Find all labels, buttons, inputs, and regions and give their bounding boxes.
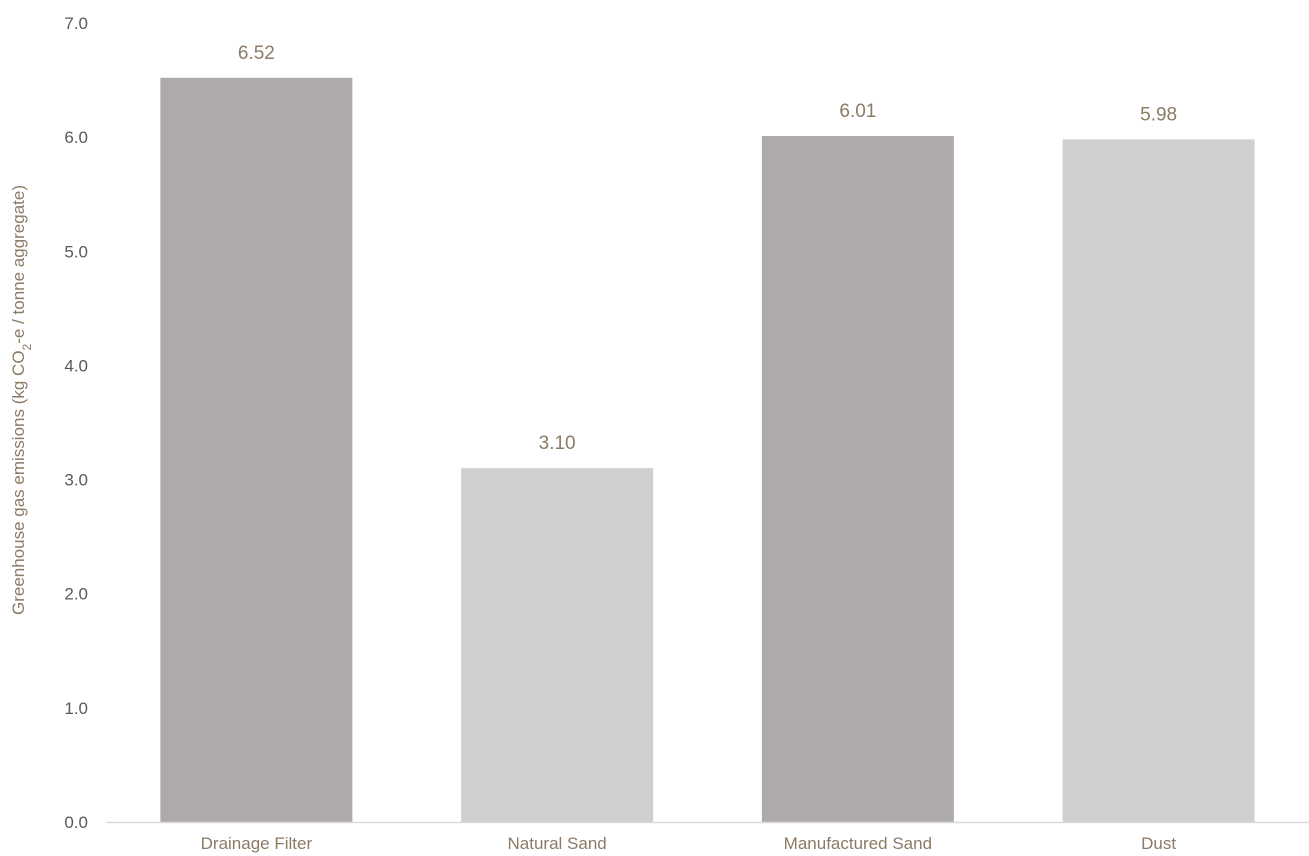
data-labels-group: 6.52 3.10 6.01 5.98 (238, 43, 1177, 454)
y-tick-label: 4.0 (64, 356, 88, 375)
category-label: Dust (1141, 834, 1176, 853)
data-label: 5.98 (1140, 104, 1177, 125)
y-tick-label: 1.0 (64, 699, 88, 718)
bar-manufactured-sand (761, 136, 954, 822)
data-label: 6.01 (839, 101, 876, 122)
category-label: Natural Sand (508, 834, 607, 853)
bar-drainage-filter (160, 77, 353, 822)
y-axis-title-main: Greenhouse gas emissions (kg CO (9, 350, 28, 615)
y-tick-label: 6.0 (64, 128, 88, 147)
category-labels-group: Drainage Filter Natural Sand Manufactured … (201, 834, 1177, 853)
y-axis-title: Greenhouse gas emissions (kg CO2-e / ton… (9, 185, 34, 615)
category-label: Drainage Filter (201, 834, 313, 853)
y-tick-label: 2.0 (64, 585, 88, 604)
data-label: 6.52 (238, 43, 275, 64)
y-tick-label: 5.0 (64, 242, 88, 261)
bar-dust (1062, 139, 1255, 822)
y-axis-title-subscript: 2 (20, 343, 34, 350)
data-label: 3.10 (539, 433, 576, 454)
category-label: Manufactured Sand (784, 834, 932, 853)
bars-group (160, 77, 1255, 822)
y-tick-label: 3.0 (64, 471, 88, 490)
y-axis-title-rest: -e / tonne aggregate) (9, 185, 28, 344)
bar-natural-sand (461, 468, 654, 822)
y-tick-label: 0.0 (64, 813, 88, 832)
y-tick-label: 7.0 (64, 14, 88, 33)
y-axis-ticks: 0.0 1.0 2.0 3.0 4.0 5.0 6.0 7.0 (64, 14, 88, 832)
